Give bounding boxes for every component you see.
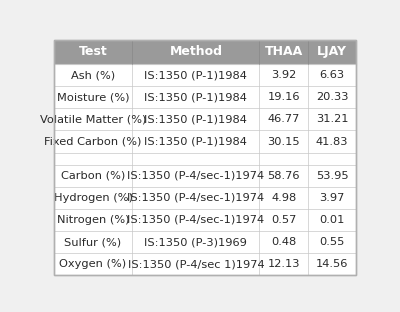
Text: IS:1350 (P-4/sec-1)1974: IS:1350 (P-4/sec-1)1974 — [127, 193, 264, 203]
Text: 4.98: 4.98 — [271, 193, 296, 203]
Text: Hydrogen (%): Hydrogen (%) — [54, 193, 132, 203]
Text: 12.13: 12.13 — [268, 259, 300, 269]
Text: 30.15: 30.15 — [267, 137, 300, 147]
Text: 6.63: 6.63 — [320, 70, 345, 80]
Text: 19.16: 19.16 — [268, 92, 300, 102]
Text: IS:1350 (P-1)1984: IS:1350 (P-1)1984 — [144, 92, 247, 102]
Text: 0.01: 0.01 — [319, 215, 345, 225]
Text: Nitrogen (%): Nitrogen (%) — [57, 215, 129, 225]
Text: IS:1350 (P-1)1984: IS:1350 (P-1)1984 — [144, 115, 247, 124]
Text: Method: Method — [170, 46, 222, 58]
Bar — [54, 209, 356, 231]
Bar — [54, 130, 356, 153]
Text: Test: Test — [79, 46, 108, 58]
Bar — [54, 187, 356, 209]
Bar — [54, 108, 356, 130]
Bar — [54, 253, 356, 275]
Text: Fixed Carbon (%): Fixed Carbon (%) — [44, 137, 142, 147]
Text: IS:1350 (P-4/sec 1)1974: IS:1350 (P-4/sec 1)1974 — [128, 259, 264, 269]
Text: THAA: THAA — [264, 46, 303, 58]
Bar — [54, 86, 356, 108]
Text: 0.55: 0.55 — [319, 237, 345, 247]
Text: 46.77: 46.77 — [268, 115, 300, 124]
Text: Ash (%): Ash (%) — [71, 70, 115, 80]
Text: Volatile Matter (%): Volatile Matter (%) — [40, 115, 146, 124]
Bar — [54, 64, 356, 86]
Bar — [54, 231, 356, 253]
Text: 31.21: 31.21 — [316, 115, 348, 124]
Text: Carbon (%): Carbon (%) — [61, 171, 125, 181]
Text: 14.56: 14.56 — [316, 259, 348, 269]
Text: IS:1350 (P-1)1984: IS:1350 (P-1)1984 — [144, 70, 247, 80]
Text: Sulfur (%): Sulfur (%) — [64, 237, 122, 247]
Text: 0.57: 0.57 — [271, 215, 296, 225]
Text: 3.92: 3.92 — [271, 70, 296, 80]
Text: Moisture (%): Moisture (%) — [57, 92, 129, 102]
Text: IS:1350 (P-1)1984: IS:1350 (P-1)1984 — [144, 137, 247, 147]
Bar — [54, 40, 356, 64]
Bar — [54, 153, 356, 165]
Text: 0.48: 0.48 — [271, 237, 296, 247]
Text: 53.95: 53.95 — [316, 171, 348, 181]
Text: 3.97: 3.97 — [319, 193, 345, 203]
Bar — [54, 165, 356, 187]
Text: IS:1350 (P-4/sec-1)1974: IS:1350 (P-4/sec-1)1974 — [127, 171, 264, 181]
Text: IS:1350 (P-4/sec-1)1974: IS:1350 (P-4/sec-1)1974 — [127, 215, 264, 225]
Text: Oxygen (%): Oxygen (%) — [60, 259, 127, 269]
Text: 20.33: 20.33 — [316, 92, 348, 102]
Text: IS:1350 (P-3)1969: IS:1350 (P-3)1969 — [144, 237, 247, 247]
Text: LJAY: LJAY — [317, 46, 347, 58]
Text: 41.83: 41.83 — [316, 137, 348, 147]
Text: 58.76: 58.76 — [268, 171, 300, 181]
